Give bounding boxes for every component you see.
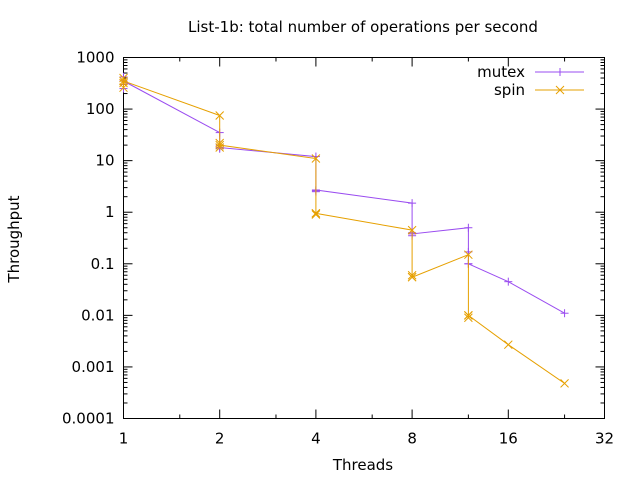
series-layer (119, 72, 569, 388)
spin-point (407, 270, 417, 280)
x-tick-label: 32 (595, 430, 614, 448)
spin-point (464, 313, 473, 323)
spin-point (215, 140, 225, 150)
legend-label-spin: spin (494, 81, 525, 99)
mutex-line (123, 76, 565, 314)
y-tick-label: 100 (86, 100, 115, 118)
y-tick-label: 0.01 (81, 306, 114, 324)
x-tick-label: 4 (311, 430, 321, 448)
spin-point (119, 76, 128, 86)
spin-line (123, 78, 565, 384)
spin-point (407, 272, 417, 282)
spin-point (311, 210, 321, 219)
x-tick-label: 8 (407, 430, 417, 448)
x-tick-label: 1 (119, 430, 129, 448)
spin-point (560, 379, 569, 388)
spin-point (311, 154, 321, 163)
spin-point (119, 83, 128, 93)
mutex-point (504, 277, 513, 286)
plot-border (123, 57, 605, 419)
y-tick-label: 0.0001 (62, 410, 115, 428)
spin-point (407, 225, 417, 235)
legend-marker-spin (555, 85, 565, 95)
y-axis-title: Throughput (5, 195, 23, 283)
spin-point (464, 250, 473, 260)
x-axis: 1 2 4 8 16 32 (119, 57, 614, 448)
chart-title: List-1b: total number of operations per … (188, 18, 538, 36)
x-tick-label: 2 (215, 430, 225, 448)
legend-label-mutex: mutex (477, 63, 525, 81)
mutex-point (408, 199, 417, 208)
y-tick-label: 1 (105, 203, 115, 221)
series-mutex (119, 72, 569, 318)
y-tick-label: 0.001 (72, 358, 115, 376)
y-axis: 0.0001 0.001 0.01 0.1 1 10 100 1000 (62, 49, 605, 428)
y-tick-label: 10 (95, 152, 114, 170)
spin-point (311, 209, 321, 218)
y-tick-label: 0.1 (91, 255, 115, 273)
spin-point (215, 138, 225, 148)
mutex-point (560, 309, 569, 318)
x-tick-label: 16 (499, 430, 518, 448)
spin-point (215, 111, 225, 120)
x-axis-title: Threads (332, 456, 393, 474)
y-tick-label: 1000 (76, 49, 114, 67)
spin-point (215, 143, 225, 152)
spin-point (464, 311, 473, 320)
legend-marker-mutex (556, 68, 564, 76)
mutex-point (464, 223, 473, 232)
spin-point (503, 340, 513, 350)
series-spin (119, 73, 569, 388)
